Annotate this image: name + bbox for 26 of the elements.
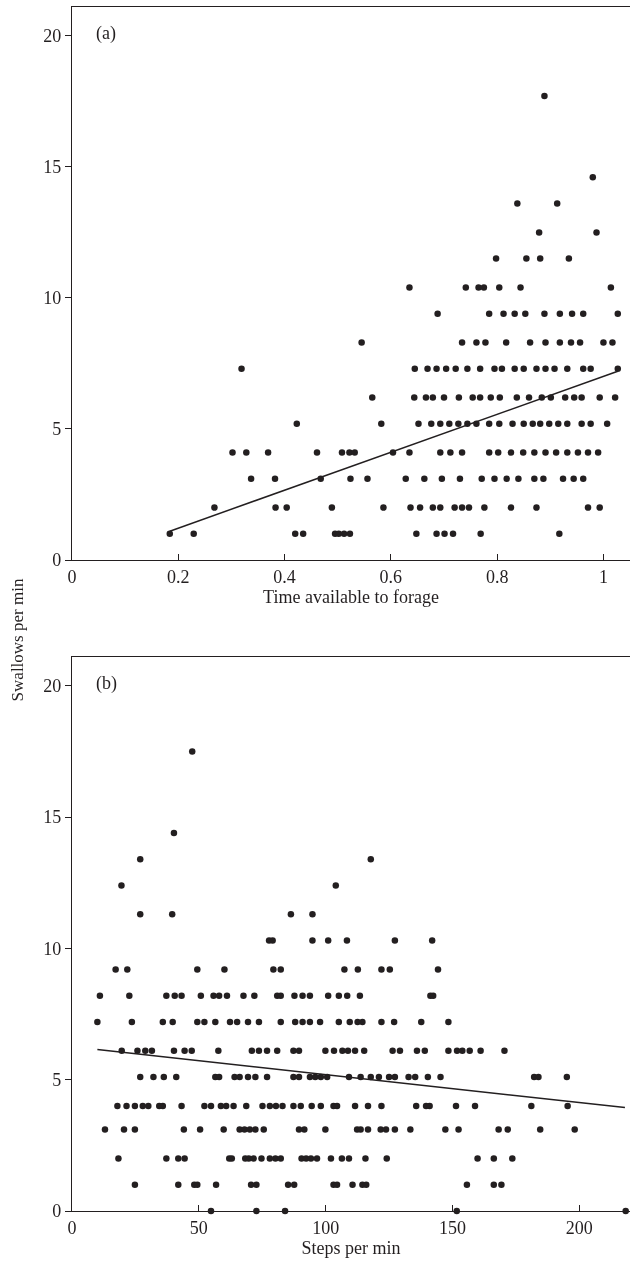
x-tick-label: 0.6 (379, 566, 403, 587)
x-tick-label: 50 (189, 1217, 208, 1238)
x-tick-label: 0 (67, 566, 77, 587)
x-tick-label: 0.2 (167, 566, 190, 587)
y-tick-label: 5 (52, 419, 62, 440)
x-tick-label: 0.4 (273, 566, 296, 587)
x-tick-label: 0.8 (485, 566, 509, 587)
y-tick-label: 15 (43, 807, 62, 828)
x-tick-label: 150 (438, 1217, 466, 1238)
x-tick-label: 0 (67, 1217, 77, 1238)
y-tick-label: 10 (43, 938, 62, 959)
y-tick-label: 0 (52, 550, 62, 571)
annotation: (b) (96, 673, 117, 694)
y-axis-title: Swallows per min (8, 578, 28, 702)
y-tick-label: 5 (52, 1070, 62, 1091)
y-tick-label: 0 (52, 1201, 62, 1222)
x-axis-title: Time available to forage (263, 586, 439, 607)
y-tick-label: 15 (43, 157, 62, 178)
y-tick-label: 20 (43, 676, 62, 697)
y-tick-label: 10 (43, 288, 62, 309)
x-axis-title: Steps per min (301, 1237, 401, 1258)
x-tick-label: 200 (565, 1217, 593, 1238)
annotation: (a) (96, 23, 116, 44)
x-tick-label: 100 (312, 1217, 340, 1238)
x-tick-label: 1 (598, 566, 608, 587)
y-tick-label: 20 (43, 26, 62, 47)
